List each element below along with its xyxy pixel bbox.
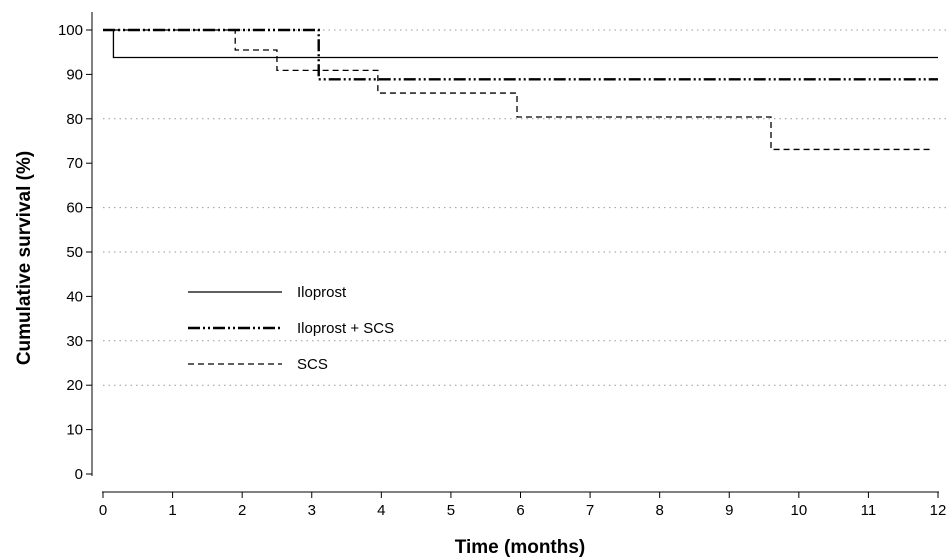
series-line	[103, 29, 932, 151]
x-tick-label: 7	[586, 502, 594, 519]
y-tick-label: 20	[66, 377, 83, 394]
y-tick-label: 50	[66, 244, 83, 261]
legend: Iloprost Iloprost + SCS SCS	[188, 284, 394, 373]
x-tick-label: 6	[516, 502, 524, 519]
x-tick-label: 12	[930, 502, 947, 519]
y-tick-label: 40	[66, 288, 83, 305]
y-axis-label: Cumulative survival (%)	[14, 151, 35, 365]
series-line	[103, 28, 938, 81]
series-line	[103, 29, 938, 59]
x-tick-label: 9	[725, 502, 733, 519]
x-ticks: 0 1 2 3 4 5 6 7 8 9 10 11 12	[99, 492, 947, 519]
x-tick-label: 1	[168, 502, 176, 519]
x-tick-label: 2	[238, 502, 246, 519]
x-tick-label: 3	[308, 502, 316, 519]
y-ticks: 0 10 20 30 40 50 60 70 80 90 100	[58, 22, 92, 483]
x-tick-label: 10	[790, 502, 807, 519]
y-tick-label: 100	[58, 22, 83, 39]
y-tick-label: 70	[66, 155, 83, 172]
legend-label: Iloprost	[297, 284, 347, 301]
y-tick-label: 80	[66, 111, 83, 128]
x-tick-label: 8	[655, 502, 663, 519]
y-tick-label: 30	[66, 333, 83, 350]
y-tick-label: 10	[66, 422, 83, 439]
x-tick-label: 11	[861, 502, 877, 519]
y-tick-label: 0	[75, 466, 83, 483]
x-axis-label: Time (months)	[455, 537, 586, 558]
x-tick-label: 4	[377, 502, 385, 519]
legend-label: SCS	[297, 356, 328, 373]
y-tick-label: 60	[66, 200, 83, 217]
x-tick-label: 5	[447, 502, 455, 519]
x-tick-label: 0	[99, 502, 107, 519]
gridlines	[103, 29, 946, 386]
y-tick-label: 90	[66, 66, 83, 83]
series-lines	[103, 28, 938, 151]
legend-label: Iloprost + SCS	[297, 320, 394, 337]
